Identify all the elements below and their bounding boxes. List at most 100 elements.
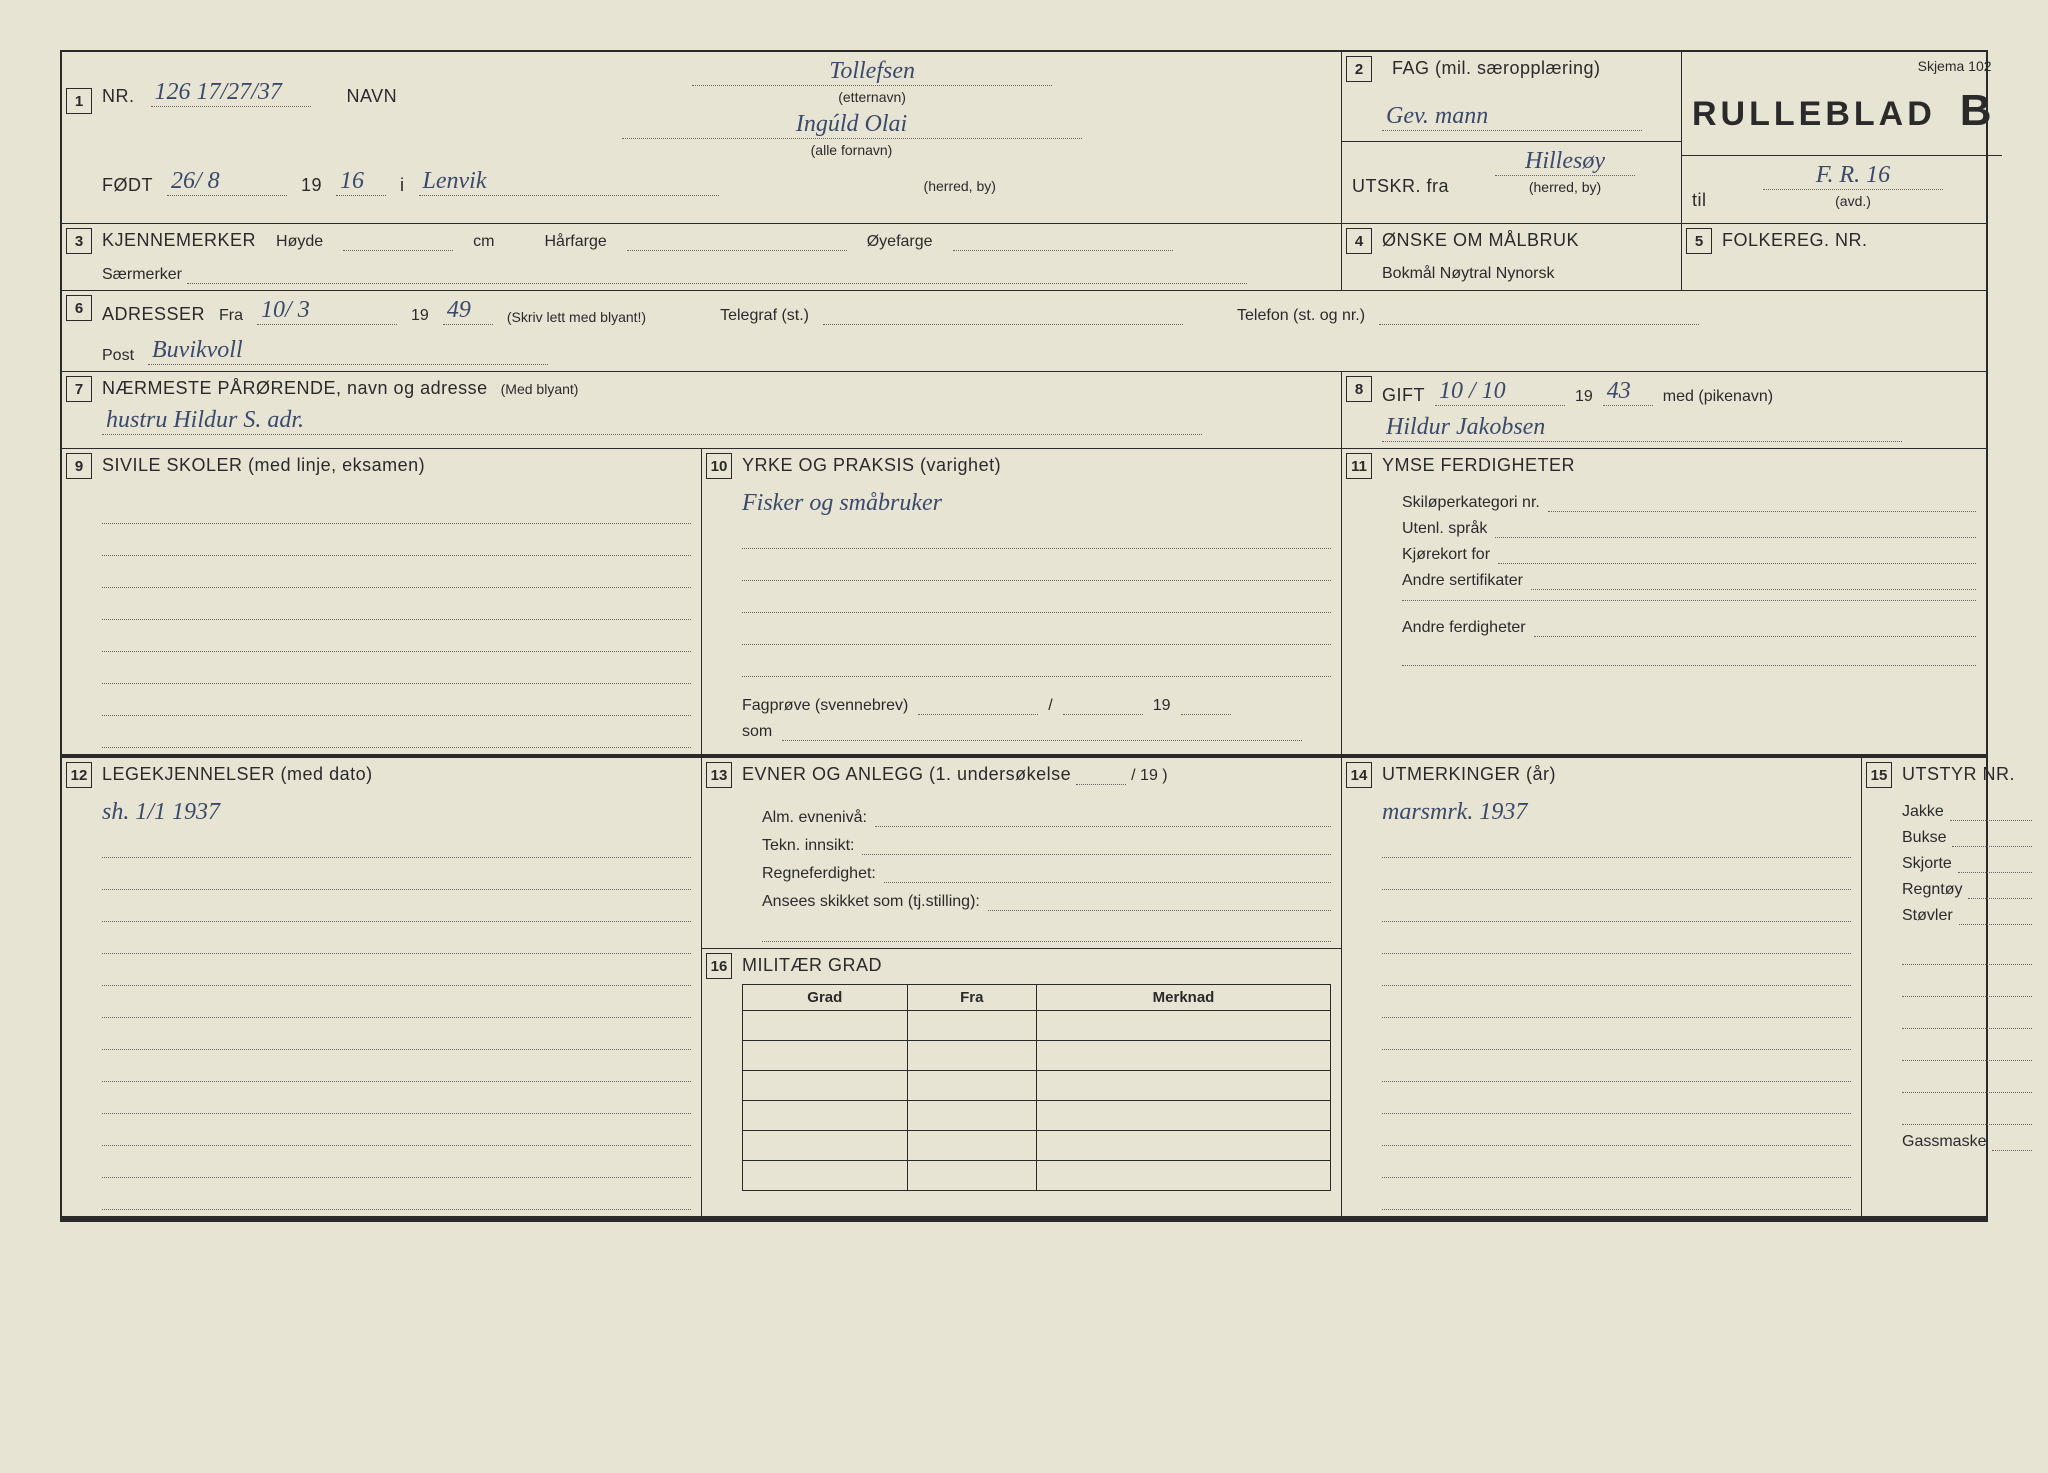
utmerk-lines: [1382, 826, 1851, 1210]
ansees-label: Ansees skikket som (tj.stilling):: [762, 893, 980, 911]
section-number-6: 6: [66, 295, 92, 321]
adresser-label: ADRESSER: [102, 304, 205, 325]
milgrad-label: MILITÆR GRAD: [742, 955, 882, 975]
section-9: 9 SIVILE SKOLER (med linje, eksamen): [62, 449, 702, 754]
kjorekort-label: Kjørekort for: [1402, 546, 1490, 564]
section-11: 11 YMSE FERDIGHETER Skiløperkategori nr.…: [1342, 449, 1986, 754]
som-value: [782, 740, 1302, 741]
section-number-16: 16: [706, 953, 732, 979]
rulleblad-title: RULLEBLAD: [1692, 95, 1936, 134]
fag-label: FAG (mil. særopplæring): [1392, 58, 1601, 78]
utmerk-label: UTMERKINGER (år): [1382, 764, 1556, 784]
fagprove-year: [1181, 714, 1231, 715]
fodt-day: 26/ 8: [167, 168, 287, 196]
section-6: 6 ADRESSER Fra 10/ 3 19 49 (Skriv lett m…: [62, 291, 1986, 371]
title-cell: Skjema 102 RULLEBLAD B til F. R. 16 (avd…: [1682, 52, 2002, 223]
section-number-15: 15: [1866, 762, 1892, 788]
gift-year-prefix: 19: [1575, 388, 1593, 406]
alm-value: [875, 826, 1331, 827]
utmerk-value: marsmrk. 1937: [1382, 799, 1527, 825]
gift-label: GIFT: [1382, 385, 1425, 406]
fodt-place: Lenvik: [419, 168, 719, 196]
harfarge-value: [627, 250, 847, 251]
harfarge-label: Hårfarge: [544, 233, 606, 251]
section-number-2: 2: [1346, 56, 1372, 82]
telefon-value: [1379, 324, 1699, 325]
section-number-5: 5: [1686, 228, 1712, 254]
fagprove-slash: /: [1048, 697, 1052, 715]
adr-year-value: 49: [443, 297, 493, 325]
skriv-hint: (Skriv lett med blyant!): [507, 309, 646, 325]
etternavn-sub: (etternavn): [838, 89, 906, 105]
stovler-value: [1959, 924, 2033, 925]
utskr-sub: (herred, by): [1529, 179, 1601, 195]
bukse-value: [1952, 846, 2032, 847]
section-15: 15 UTSTYR NR. Jakke Bukse Skjorte Regntø…: [1862, 758, 2042, 1216]
kjennemerker-label: KJENNEMERKER: [102, 230, 256, 251]
sert-line2: [1402, 600, 1976, 601]
fodt-label: FØDT: [102, 175, 153, 196]
fra-th: Fra: [907, 985, 1036, 1011]
utenl-value: [1495, 537, 1976, 538]
ymse-label: YMSE FERDIGHETER: [1382, 455, 1575, 475]
row-9-10-11: 9 SIVILE SKOLER (med linje, eksamen) 10 …: [62, 449, 1986, 758]
lege-lines: [102, 826, 691, 1210]
section-3: 3 KJENNEMERKER Høyde cm Hårfarge Øyefarg…: [62, 224, 1342, 290]
yrke-value: Fisker og småbruker: [742, 490, 942, 516]
ansees-value: [988, 910, 1331, 911]
section-number-11: 11: [1346, 453, 1372, 479]
tekn-value: [862, 854, 1331, 855]
saermerker-value: [187, 283, 1247, 284]
gift-year: 43: [1603, 378, 1653, 406]
til-label: til: [1692, 190, 1707, 211]
fodt-sub: (herred, by): [924, 178, 996, 194]
section-number-7: 7: [66, 376, 92, 402]
merknad-th: Merknad: [1036, 985, 1330, 1011]
section-14: 14 UTMERKINGER (år) marsmrk. 1937: [1342, 758, 1862, 1216]
fra-label: Fra: [219, 307, 243, 325]
section-number-1: 1: [66, 88, 92, 114]
oyefarge-value: [953, 250, 1173, 251]
gassmaske-value: [1992, 1150, 2032, 1151]
section-number-4: 4: [1346, 228, 1372, 254]
row-12-13-14-15: 12 LEGEKJENNELSER (med dato) sh. 1/1 193…: [62, 758, 1986, 1220]
gift-date: 10 / 10: [1435, 378, 1565, 406]
andre-line2: [1402, 665, 1976, 666]
skjorte-label: Skjorte: [1902, 855, 1952, 873]
hoyde-value: [343, 250, 453, 251]
sert-label: Andre sertifikater: [1402, 572, 1523, 590]
bukse-label: Bukse: [1902, 829, 1946, 847]
fodt-year-prefix: 19: [301, 175, 322, 196]
kjorekort-value: [1498, 563, 1976, 564]
table-row: [743, 1161, 1331, 1191]
fagprove-label: Fagprøve (svennebrev): [742, 697, 908, 715]
post-value: Buvikvoll: [148, 337, 548, 365]
section-1: NR. 126 17/27/37 NAVN Tollefsen (etterna…: [62, 52, 1342, 223]
jakke-label: Jakke: [1902, 803, 1944, 821]
table-row: [743, 1071, 1331, 1101]
evner-label: EVNER OG ANLEGG (1. undersøkelse: [742, 764, 1071, 784]
som-label: som: [742, 723, 772, 741]
telegraf-value: [823, 324, 1183, 325]
section-2: 2 FAG (mil. særopplæring) Gev. mann UTSK…: [1342, 52, 1682, 223]
nr-value: 126 17/27/37: [151, 79, 311, 107]
saermerker-label: Særmerker: [102, 266, 182, 283]
sivile-lines: [102, 492, 691, 748]
section-5: 5 FOLKEREG. NR.: [1682, 224, 1986, 290]
section-7: 7 NÆRMESTE PÅRØRENDE, navn og adresse (M…: [62, 372, 1342, 448]
fornavn-sub: (alle fornavn): [811, 142, 893, 158]
avd-sub: (avd.): [1835, 193, 1871, 209]
oyefarge-label: Øyefarge: [867, 233, 933, 251]
regntoy-value: [1968, 898, 2032, 899]
table-row: [743, 1101, 1331, 1131]
fagprove-v2: [1063, 714, 1143, 715]
telefon-label: Telefon (st. og nr.): [1237, 307, 1365, 325]
gift-name: Hildur Jakobsen: [1382, 414, 1902, 442]
lege-value: sh. 1/1 1937: [102, 799, 220, 825]
table-row: [743, 1011, 1331, 1041]
post-label: Post: [102, 347, 134, 365]
yrke-label: YRKE OG PRAKSIS (varighet): [742, 455, 1001, 475]
utstyr-label: UTSTYR NR.: [1902, 764, 2015, 784]
andre-value: [1534, 636, 1976, 637]
section-number-3: 3: [66, 228, 92, 254]
